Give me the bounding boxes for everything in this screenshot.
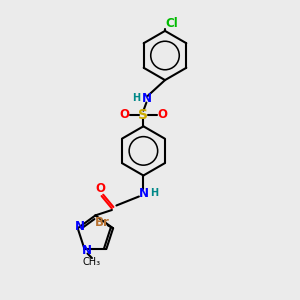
Text: H: H bbox=[150, 188, 158, 199]
Text: N: N bbox=[82, 244, 92, 257]
Text: O: O bbox=[120, 108, 130, 122]
Text: O: O bbox=[95, 182, 105, 196]
Text: N: N bbox=[138, 187, 148, 200]
Text: Cl: Cl bbox=[165, 17, 178, 31]
Text: N: N bbox=[141, 92, 152, 105]
Text: CH₃: CH₃ bbox=[83, 256, 101, 267]
Text: H: H bbox=[132, 93, 140, 103]
Text: Br: Br bbox=[95, 216, 110, 230]
Text: S: S bbox=[138, 108, 148, 122]
Text: O: O bbox=[157, 108, 167, 122]
Text: N: N bbox=[75, 220, 85, 233]
